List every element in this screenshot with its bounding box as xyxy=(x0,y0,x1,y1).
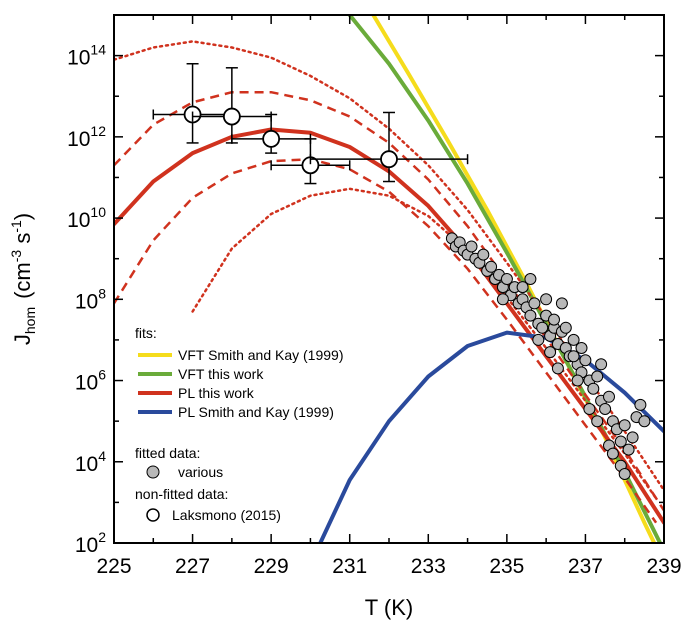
x-tick-label: 231 xyxy=(332,555,367,578)
fitted-data-point xyxy=(587,382,600,395)
y-tick-exponent: 4 xyxy=(98,448,106,464)
x-tick-label: 237 xyxy=(568,555,603,578)
fitted-data-point xyxy=(540,293,553,306)
y-axis-title-sub: hom xyxy=(22,307,38,334)
x-tick-label: 233 xyxy=(411,555,446,578)
y-tick-label: 1012 xyxy=(67,123,106,151)
y-axis-title-units-open: (cm xyxy=(10,262,35,299)
legend-label-vft-smith-kay: VFT Smith and Kay (1999) xyxy=(178,347,343,363)
y-axis-title-main: J xyxy=(10,334,35,345)
x-tick-label: 235 xyxy=(489,555,524,578)
fitted-data-point xyxy=(591,370,604,383)
legend: fits: VFT Smith and Kay (1999) VFT this … xyxy=(135,325,343,523)
fitted-data-point xyxy=(524,273,537,285)
fitted-data-point xyxy=(548,313,560,326)
fitted-data-point xyxy=(626,431,639,444)
series-line-pl-this-work-upper-bound-dashed xyxy=(114,90,664,512)
legend-fits-title: fits: xyxy=(135,325,157,341)
legend-fitted-title: fitted data: xyxy=(135,445,200,461)
x-tick-label: 229 xyxy=(254,555,289,578)
fitted-data-point xyxy=(477,248,490,261)
nonfitted-data-point xyxy=(222,107,241,126)
nonfitted-data-point xyxy=(380,150,398,169)
y-axis-title-units-mid: s xyxy=(10,233,35,250)
series-line-pl-this-work-lower-bound-dotted xyxy=(191,187,658,500)
y-tick-exponent: 6 xyxy=(98,367,106,383)
fitted-data-point xyxy=(496,293,509,306)
fitted-data-point xyxy=(614,435,627,448)
fitted-data-point xyxy=(579,354,592,367)
legend-nonfitted-label: Laksmono (2015) xyxy=(172,507,281,523)
y-tick-exponent: 12 xyxy=(90,123,106,139)
y-tick-exponent: 2 xyxy=(98,529,106,545)
y-axis-title-units-close: ) xyxy=(10,213,35,220)
fitted-data-point xyxy=(638,415,651,428)
y-tick-base: 10 xyxy=(75,534,98,557)
fitted-data-point xyxy=(567,333,580,346)
fitted-data-point xyxy=(595,358,608,371)
legend-label-pl-smith-kay: PL Smith and Kay (1999) xyxy=(178,404,334,420)
legend-fitted-label: various xyxy=(178,464,223,480)
y-tick-base: 10 xyxy=(75,290,98,313)
fitted-data-point xyxy=(485,260,498,273)
x-tick-label: 225 xyxy=(96,555,131,578)
y-tick-base: 10 xyxy=(67,209,90,232)
fitted-data-point xyxy=(571,374,584,387)
fitted-data-point xyxy=(622,443,635,456)
fitted-data-point xyxy=(591,415,604,428)
y-axis-title-exp1: -3 xyxy=(8,250,24,263)
y-axis-title-exp2: -1 xyxy=(8,220,24,233)
legend-label-vft-this-work: VFT this work xyxy=(178,366,264,382)
fitted-data-point xyxy=(634,398,647,411)
fitted-data-point xyxy=(544,346,557,359)
fitted-data-point xyxy=(555,297,568,310)
fitted-data-point xyxy=(551,362,564,375)
fitted-data-point xyxy=(536,321,549,334)
y-tick-base: 10 xyxy=(75,453,98,476)
fitted-data-point xyxy=(603,390,615,403)
x-axis-title: T (K) xyxy=(365,595,413,620)
nonfitted-data-layer xyxy=(152,62,469,185)
fitted-data-point xyxy=(528,297,541,310)
y-tick-exponent: 14 xyxy=(90,42,106,58)
y-tick-base: 10 xyxy=(67,47,90,70)
x-tick-label: 227 xyxy=(175,555,210,578)
y-tick-exponent: 8 xyxy=(98,285,106,301)
fitted-data-point xyxy=(599,403,612,415)
y-tick-base: 10 xyxy=(67,128,90,151)
nonfitted-data-point xyxy=(262,129,281,148)
y-tick-base: 10 xyxy=(75,372,98,395)
legend-nonfitted-title: non-fitted data: xyxy=(135,486,228,502)
fitted-data-point xyxy=(516,281,529,294)
y-tick-label: 1014 xyxy=(67,42,106,70)
legend-fitted-marker xyxy=(146,465,160,479)
y-tick-label: 104 xyxy=(75,448,106,476)
legend-nonfitted-marker xyxy=(146,508,160,522)
fitted-data-point xyxy=(618,468,631,480)
x-tick-label: 239 xyxy=(646,555,681,578)
fitted-data-layer xyxy=(445,232,651,480)
y-tick-label: 108 xyxy=(75,285,106,313)
legend-label-pl-this-work: PL this work xyxy=(178,385,255,401)
y-tick-label: 102 xyxy=(75,529,106,557)
fitted-data-point xyxy=(575,342,588,354)
fitted-data-point xyxy=(583,403,596,415)
y-tick-label: 1010 xyxy=(67,204,106,232)
y-axis-title: Jhom (cm-3 s-1) xyxy=(8,213,38,345)
fitted-data-point xyxy=(500,273,513,285)
series-line-pl-smith-and-kay-1999 xyxy=(318,330,664,543)
axis-layer: 225 227 229 231 233 235 237 2391021041061081010… xyxy=(67,14,682,578)
fitted-data-point xyxy=(559,321,572,334)
fitted-data-point xyxy=(465,240,478,253)
y-tick-label: 106 xyxy=(75,367,106,395)
y-tick-exponent: 10 xyxy=(90,204,106,220)
fitted-data-point xyxy=(606,447,619,460)
fitted-data-point xyxy=(567,350,580,363)
fitted-data-point xyxy=(618,419,631,432)
fitted-data-point xyxy=(532,333,545,346)
fitted-data-point xyxy=(524,309,537,322)
